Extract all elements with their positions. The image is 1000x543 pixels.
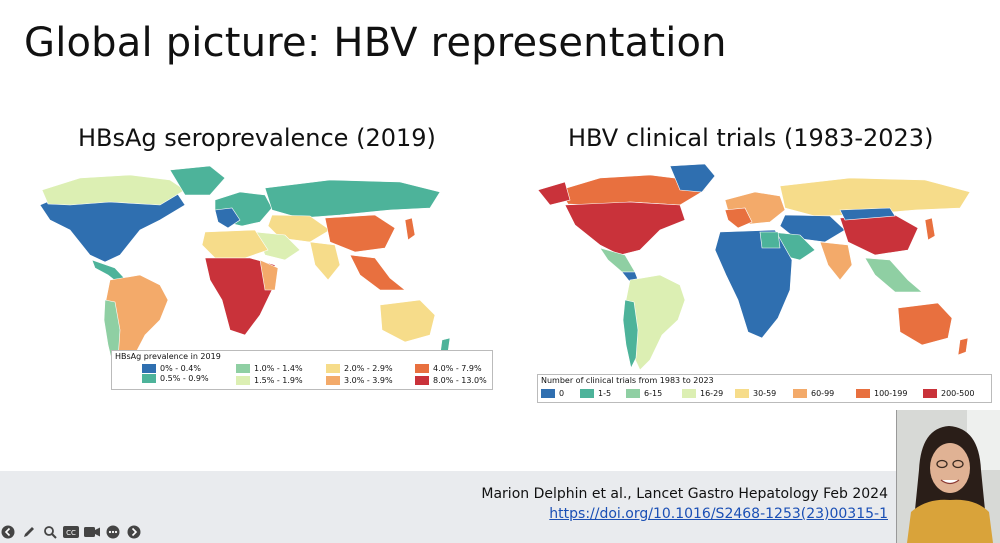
legend-item: 6-15 — [626, 389, 662, 398]
hbsag-prevalence-map — [39, 165, 451, 373]
legend-item: 4.0% - 7.9% — [415, 364, 482, 373]
map-region-andes — [622, 299, 639, 369]
next-icon — [127, 525, 141, 539]
map-region-japan — [404, 217, 416, 241]
map-region-western-europe — [214, 207, 241, 229]
captions-icon: CC — [63, 526, 79, 538]
map-region-greenland — [169, 165, 226, 196]
more-options-button[interactable] — [105, 524, 121, 540]
legend-swatch — [326, 376, 340, 385]
map-region-southeast-asia — [349, 254, 406, 291]
legend-item: 30-59 — [735, 389, 776, 398]
map-region-japan — [924, 217, 936, 241]
magnifier-icon — [44, 526, 57, 539]
map-region-australia — [897, 302, 953, 346]
next-slide-button[interactable] — [126, 524, 142, 540]
map-region-north-america — [564, 201, 686, 256]
legend-swatch — [236, 364, 250, 373]
legend-item: 2.0% - 2.9% — [326, 364, 393, 373]
slide-title: Global picture: HBV representation — [24, 20, 727, 66]
legend-item: 1.0% - 1.4% — [236, 364, 303, 373]
legend-item: 0% - 0.4% — [142, 364, 201, 373]
legend-swatch — [142, 374, 156, 383]
left-map-title: HBsAg seroprevalence (2019) — [78, 124, 436, 152]
legend-swatch — [626, 389, 640, 398]
map-region-southeast-asia — [864, 257, 923, 293]
camera-icon — [84, 527, 100, 537]
map-region-mongolia — [839, 207, 896, 221]
speaker-video — [896, 410, 1000, 543]
map-region-canada — [41, 174, 186, 206]
svg-text:CC: CC — [66, 529, 76, 537]
map-region-india — [309, 241, 341, 281]
map-region-alaska — [537, 181, 571, 206]
map-region-china — [839, 214, 919, 256]
legend-item: 1.5% - 1.9% — [236, 376, 303, 385]
legend-swatch — [142, 364, 156, 373]
legend-item: 16-29 — [682, 389, 723, 398]
right-map-title: HBV clinical trials (1983-2023) — [568, 124, 934, 152]
legend-swatch — [541, 389, 555, 398]
map-region-africa — [714, 229, 793, 339]
legend-title: HBsAg prevalence in 2019 — [115, 352, 221, 361]
legend-swatch — [735, 389, 749, 398]
legend-item: 0 — [541, 389, 564, 398]
map-region-egypt — [759, 231, 781, 249]
legend-swatch — [793, 389, 807, 398]
clinical-trials-map — [537, 163, 971, 371]
previous-icon — [1, 525, 15, 539]
legend-item: 60-99 — [793, 389, 834, 398]
legend-swatch — [856, 389, 870, 398]
legend-item: 0.5% - 0.9% — [142, 374, 209, 383]
footer-band — [0, 471, 1000, 543]
legend-item: 3.0% - 3.9% — [326, 376, 393, 385]
pen-icon — [24, 527, 34, 537]
legend-title: Number of clinical trials from 1983 to 2… — [541, 376, 714, 385]
camera-button[interactable] — [84, 524, 100, 540]
legend-swatch — [236, 376, 250, 385]
legend-swatch — [415, 364, 429, 373]
zoom-button[interactable] — [42, 524, 58, 540]
more-icon — [106, 525, 120, 539]
legend-swatch — [580, 389, 594, 398]
map-region-india — [819, 241, 853, 281]
left-map-legend: HBsAg prevalence in 2019 0% - 0.4% 0.5% … — [111, 350, 493, 390]
captions-button[interactable]: CC — [63, 524, 79, 540]
map-region-western-europe — [724, 207, 753, 229]
legend-item: 100-199 — [856, 389, 907, 398]
speaker-avatar — [897, 410, 1000, 543]
right-map-legend: Number of clinical trials from 1983 to 2… — [537, 374, 992, 403]
legend-swatch — [682, 389, 696, 398]
map-region-russia — [779, 177, 971, 217]
doi-link[interactable]: https://doi.org/10.1016/S2468-1253(23)00… — [549, 506, 888, 522]
legend-swatch — [923, 389, 937, 398]
presentation-controls: CC — [0, 522, 142, 542]
legend-item: 200-500 — [923, 389, 974, 398]
map-region-new-zealand — [957, 337, 969, 356]
legend-swatch — [326, 364, 340, 373]
legend-item: 1-5 — [580, 389, 611, 398]
map-region-russia — [264, 179, 441, 219]
legend-item: 8.0% - 13.0% — [415, 376, 487, 385]
map-region-greenland — [669, 163, 716, 193]
map-region-china — [324, 214, 396, 253]
legend-swatch — [415, 376, 429, 385]
previous-slide-button[interactable] — [0, 524, 16, 540]
map-region-east-africa — [259, 259, 279, 291]
pen-tool-button[interactable] — [21, 524, 37, 540]
citation-text: Marion Delphin et al., Lancet Gastro Hep… — [481, 486, 888, 502]
map-region-australia — [379, 299, 436, 343]
